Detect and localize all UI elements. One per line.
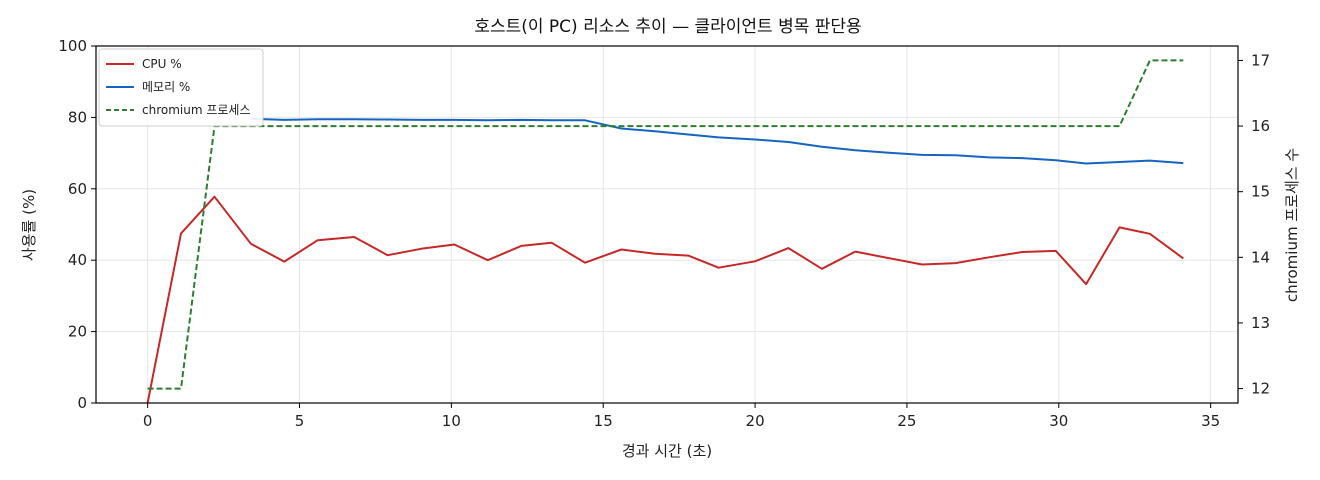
y-axis-ticks: 0 20 40 60 80 100 [58,37,96,412]
y-tick-label: 60 [68,180,87,198]
y-tick-label: 20 [68,323,87,341]
x-tick-label: 25 [897,412,916,430]
y-tick-label: 80 [68,108,87,126]
series-layer [146,59,1184,404]
y2-tick-label: 14 [1251,248,1270,266]
y2-axis-ticks: 12 13 14 15 16 17 [1238,51,1270,398]
y-axis-label: 사용률 (%) [20,189,38,261]
legend: CPU % 메모리 % chromium 프로세스 [98,48,264,127]
y2-tick-label: 17 [1251,51,1270,69]
x-tick-label: 5 [295,412,305,430]
legend-label-memory: 메모리 % [142,80,190,94]
y2-tick-label: 13 [1251,314,1270,332]
y2-tick-label: 15 [1251,183,1270,201]
y-tick-label: 100 [58,37,87,55]
y2-tick-label: 12 [1251,380,1270,398]
x-tick-label: 15 [594,412,613,430]
y-tick-label: 40 [68,251,87,269]
series-line-chromium [147,59,1184,390]
x-tick-label: 10 [442,412,461,430]
y-tick-label: 0 [77,394,87,412]
legend-label-chromium: chromium 프로세스 [142,103,251,117]
x-tick-label: 35 [1201,412,1220,430]
x-tick-label: 0 [143,412,153,430]
series-line-cpu [146,195,1184,404]
x-tick-label: 30 [1049,412,1068,430]
legend-box [98,48,264,127]
plot-frame [95,45,1239,404]
x-tick-label: 20 [746,412,765,430]
x-axis-label: 경과 시간 (초) [622,442,712,460]
series-line-memory [250,117,1184,165]
y2-tick-label: 16 [1251,117,1270,135]
grid-lines [96,45,1238,404]
legend-label-cpu: CPU % [142,57,182,71]
x-axis-ticks: 0 5 10 15 20 25 30 35 [143,403,1220,430]
chart-title: 호스트(이 PC) 리소스 추이 — 클라이언트 병목 판단용 [474,17,861,37]
y2-axis-label: chromium 프로세스 수 [1283,148,1301,302]
